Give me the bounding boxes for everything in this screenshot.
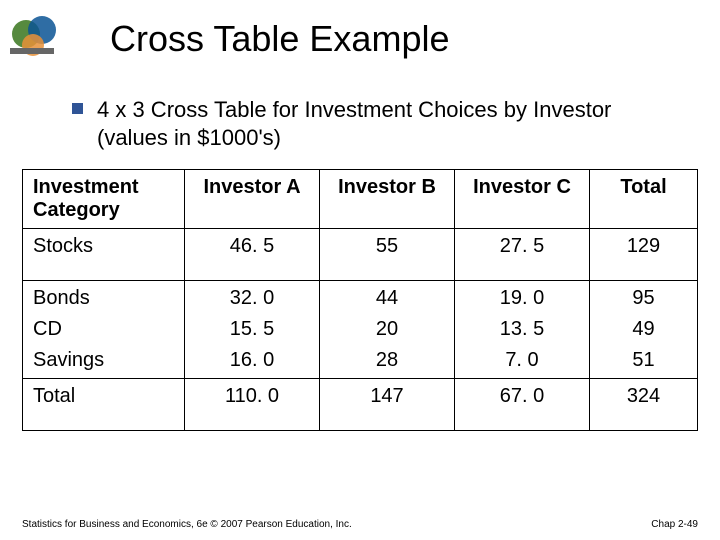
cell: 67. 0 [455,379,590,431]
cell: 15. 5 [185,314,320,345]
footer-copyright: Statistics for Business and Economics, 6… [22,519,352,530]
row-label: Bonds [23,281,185,315]
cell: 51 [590,345,698,379]
cell: 95 [590,281,698,315]
col-header-investor-a: Investor A [185,170,320,229]
title-bar: Cross Table Example [0,0,720,74]
col-header-total: Total [590,170,698,229]
footer: Statistics for Business and Economics, 6… [22,519,698,530]
row-label: Stocks [23,229,185,281]
bullet-text: 4 x 3 Cross Table for Investment Choices… [97,96,670,151]
cell: 324 [590,379,698,431]
row-label: Savings [23,345,185,379]
cell: 129 [590,229,698,281]
cell: 32. 0 [185,281,320,315]
cell: 13. 5 [455,314,590,345]
row-label: Total [23,379,185,431]
table-total-row: Total 110. 0 147 67. 0 324 [23,379,698,431]
cell: 7. 0 [455,345,590,379]
cell: 16. 0 [185,345,320,379]
cell: 28 [320,345,455,379]
cell: 27. 5 [455,229,590,281]
table-header-row: Investment Category Investor A Investor … [23,170,698,229]
cell: 44 [320,281,455,315]
bullet-icon [72,103,83,114]
table-row: Stocks 46. 5 55 27. 5 129 [23,229,698,281]
cell: 55 [320,229,455,281]
logo-graphic [0,14,80,64]
cell: 46. 5 [185,229,320,281]
slide-title: Cross Table Example [110,18,450,60]
bullet-row: 4 x 3 Cross Table for Investment Choices… [0,74,720,169]
cell: 20 [320,314,455,345]
table-row: Bonds 32. 0 44 19. 0 95 [23,281,698,315]
cell: 110. 0 [185,379,320,431]
table-row: CD 15. 5 20 13. 5 49 [23,314,698,345]
row-label: CD [23,314,185,345]
cell: 19. 0 [455,281,590,315]
table-row: Savings 16. 0 28 7. 0 51 [23,345,698,379]
col-header-investor-b: Investor B [320,170,455,229]
cell: 147 [320,379,455,431]
cross-table: Investment Category Investor A Investor … [22,169,698,431]
col-header-category: Investment Category [23,170,185,229]
col-header-investor-c: Investor C [455,170,590,229]
cell: 49 [590,314,698,345]
footer-page: Chap 2-49 [651,519,698,530]
